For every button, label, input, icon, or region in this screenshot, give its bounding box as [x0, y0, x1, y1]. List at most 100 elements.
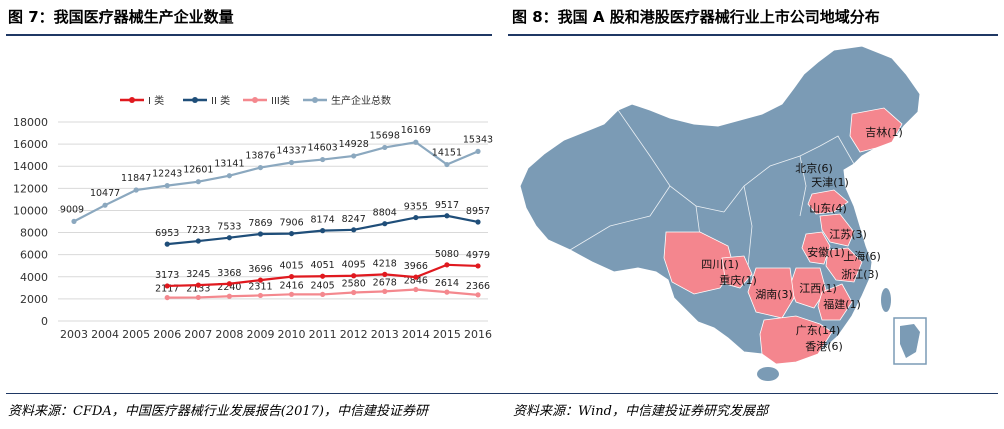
x-tick-label: 2012	[340, 328, 368, 341]
province-fujian-shape	[817, 283, 853, 321]
data-label: 8804	[373, 208, 397, 219]
data-point	[288, 274, 295, 280]
data-point	[257, 231, 264, 237]
map-province-label: 四川(1)	[701, 258, 739, 271]
series-line	[73, 141, 479, 223]
data-point	[288, 159, 295, 166]
x-tick-label: 2009	[246, 328, 274, 341]
data-point	[288, 230, 295, 237]
data-label: 8247	[342, 214, 366, 225]
data-label: 2366	[466, 281, 490, 292]
legend-label: I 类	[148, 94, 164, 107]
data-point	[195, 179, 201, 185]
x-tick-label: 2014	[402, 328, 430, 341]
data-point	[195, 294, 201, 301]
data-point	[413, 274, 419, 280]
data-label: 4979	[466, 250, 490, 261]
y-tick-label: 2000	[20, 293, 48, 306]
data-label: 2678	[373, 277, 397, 288]
y-tick-label: 10000	[13, 204, 48, 217]
data-label: 3245	[186, 269, 210, 280]
x-tick-label: 2005	[122, 328, 150, 341]
map-province-label: 江苏(3)	[829, 228, 867, 241]
legend-label: 生产企业总数	[331, 94, 391, 107]
data-label: 9355	[404, 202, 428, 213]
data-label: 12601	[183, 165, 213, 176]
data-label: 14603	[307, 143, 337, 154]
x-tick-label: 2013	[371, 328, 399, 341]
data-point	[226, 293, 232, 299]
x-tick-label: 2003	[60, 328, 88, 341]
legend-label: II 类	[211, 94, 230, 107]
data-point	[444, 161, 450, 168]
x-tick-label: 2004	[91, 328, 119, 341]
data-point	[351, 289, 357, 296]
data-point	[164, 283, 170, 289]
data-label: 4218	[373, 258, 397, 269]
x-tick-label: 2006	[153, 328, 181, 341]
y-tick-label: 8000	[20, 227, 48, 240]
right-source-note: 资料来源：Wind，中信建投证券研究发展部	[513, 404, 768, 419]
map-province-label: 浙江(3)	[841, 268, 879, 281]
data-point	[351, 227, 357, 233]
data-label: 6953	[155, 228, 179, 239]
hainan-island-shape	[757, 367, 779, 381]
data-label: 14337	[276, 145, 306, 156]
data-label: 4095	[342, 260, 366, 271]
map-province-label: 吉林(1)	[865, 125, 903, 139]
data-point	[475, 148, 481, 154]
data-point	[351, 273, 357, 279]
legend-marker	[192, 97, 198, 103]
province-anhui-shape	[801, 231, 831, 265]
data-label: 3966	[404, 261, 428, 272]
data-label: 9517	[435, 200, 459, 211]
x-tick-label: 2010	[278, 328, 306, 341]
map-province-label: 安徽(1)	[807, 245, 845, 259]
y-tick-label: 14000	[13, 160, 48, 173]
legend-marker	[312, 97, 318, 103]
data-label: 7906	[279, 218, 303, 229]
data-point	[320, 156, 326, 163]
data-point	[320, 228, 326, 234]
data-point	[320, 291, 326, 298]
china-mainland-shape	[519, 45, 921, 365]
map-province-label: 广东(14)	[796, 324, 841, 337]
data-point	[413, 286, 419, 293]
data-label: 13141	[214, 159, 244, 170]
data-label: 4015	[279, 261, 303, 272]
taiwan-island-shape	[881, 288, 891, 312]
highlighted-provinces	[663, 107, 903, 365]
data-point	[444, 262, 450, 268]
data-point	[382, 288, 388, 294]
enterprise-count-line-chart: 0 2000 4000 6000 8000 10000 12000 14000 16000 180…	[13, 94, 493, 341]
data-label: 14928	[339, 139, 369, 150]
province-shandong-shape	[807, 189, 849, 215]
data-label: 3696	[248, 264, 272, 275]
x-tick-label: 2011	[309, 328, 337, 341]
data-label: 8174	[311, 215, 335, 226]
data-point	[320, 273, 326, 279]
data-point	[413, 139, 419, 145]
map-province-label: 重庆(1)	[719, 273, 757, 287]
data-label: 9009	[60, 204, 84, 215]
data-point	[257, 277, 264, 283]
province-jilin-shape	[849, 107, 903, 153]
x-tick-label: 2016	[464, 328, 492, 341]
data-point	[475, 292, 481, 298]
data-label: 14151	[432, 148, 462, 159]
map-province-label: 江西(1)	[799, 282, 837, 295]
map-province-label: 湖南(3)	[755, 288, 793, 301]
province-guangdong-shape	[759, 315, 833, 365]
data-label: 2416	[279, 280, 303, 291]
data-label: 2846	[404, 276, 428, 287]
data-label: 2311	[248, 281, 272, 292]
data-point	[413, 214, 419, 221]
data-point	[351, 153, 357, 159]
y-tick-label: 16000	[13, 138, 48, 151]
data-point	[444, 289, 450, 295]
data-label: 3368	[217, 268, 241, 279]
data-point	[444, 213, 450, 219]
province-zhejiang-shape	[825, 247, 863, 283]
data-label: 13876	[245, 151, 275, 162]
source-rule	[6, 393, 998, 394]
